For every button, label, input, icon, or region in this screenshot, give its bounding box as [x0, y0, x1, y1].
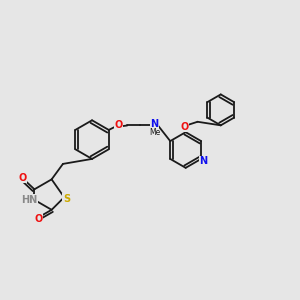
Text: S: S [63, 194, 70, 204]
Text: N: N [151, 119, 159, 129]
Text: N: N [200, 156, 208, 166]
Text: HN: HN [21, 195, 37, 205]
Text: O: O [18, 173, 27, 183]
Text: O: O [114, 121, 122, 130]
Text: O: O [180, 122, 188, 132]
Text: O: O [35, 214, 43, 224]
Text: Me: Me [149, 128, 160, 136]
